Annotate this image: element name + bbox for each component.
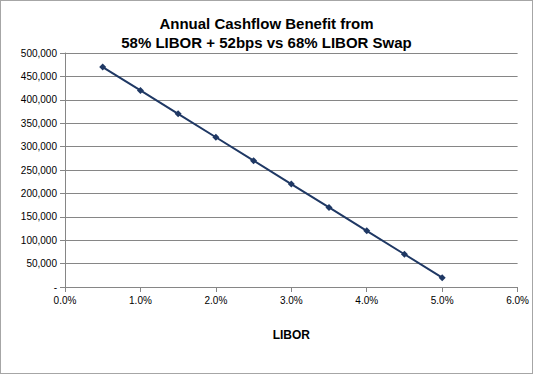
svg-text:3.0%: 3.0%	[280, 295, 303, 306]
svg-text:Annual Cashflow Benefit from: Annual Cashflow Benefit from	[159, 15, 373, 32]
svg-text:450,000: 450,000	[21, 71, 58, 82]
svg-text:500,000: 500,000	[21, 48, 58, 59]
svg-text:400,000: 400,000	[21, 94, 58, 105]
svg-text:6.0%: 6.0%	[506, 295, 529, 306]
svg-text:50,000: 50,000	[26, 258, 57, 269]
svg-text:58% LIBOR + 52bps vs 68% LIBOR: 58% LIBOR + 52bps vs 68% LIBOR Swap	[121, 34, 412, 51]
svg-text:150,000: 150,000	[21, 211, 58, 222]
svg-text:LIBOR: LIBOR	[273, 328, 311, 342]
svg-text:250,000: 250,000	[21, 165, 58, 176]
svg-text:1.0%: 1.0%	[129, 295, 152, 306]
svg-text:5.0%: 5.0%	[431, 295, 454, 306]
svg-text:-: -	[54, 282, 57, 293]
svg-text:200,000: 200,000	[21, 188, 58, 199]
svg-text:100,000: 100,000	[21, 235, 58, 246]
svg-text:0.0%: 0.0%	[54, 295, 77, 306]
svg-text:4.0%: 4.0%	[355, 295, 378, 306]
svg-text:2.0%: 2.0%	[204, 295, 227, 306]
svg-text:300,000: 300,000	[21, 141, 58, 152]
svg-text:350,000: 350,000	[21, 118, 58, 129]
